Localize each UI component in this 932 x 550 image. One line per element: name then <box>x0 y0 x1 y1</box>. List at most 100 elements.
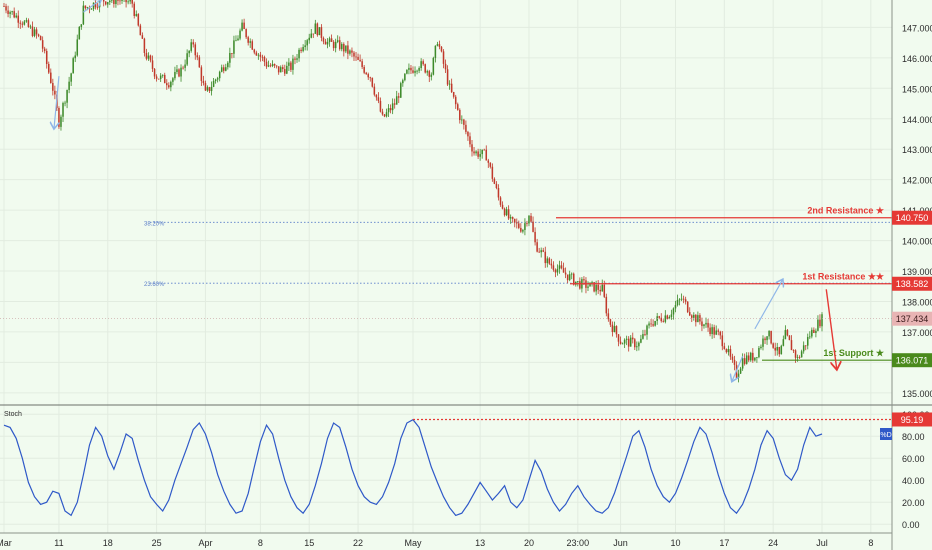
candle <box>554 269 557 273</box>
time-axis[interactable]: Mar 11 18 25 Apr 8 15 22 May 13 20 23:00 Jun 10 17 24 Ju… <box>0 538 873 548</box>
candle <box>111 0 113 1</box>
candle <box>133 3 136 16</box>
candle <box>237 38 239 41</box>
candle <box>349 50 351 54</box>
candle <box>631 337 634 340</box>
candle <box>127 1 129 3</box>
candle <box>212 81 215 87</box>
stoch-tick-label: 0.00 <box>902 520 920 530</box>
candle <box>469 136 471 145</box>
candle <box>690 315 693 318</box>
candle <box>245 29 247 38</box>
candle <box>754 357 756 361</box>
stoch-reference-text: 95.19 <box>901 415 924 425</box>
current-price-text: 137.434 <box>896 314 929 324</box>
candle <box>328 38 331 42</box>
candle <box>320 27 323 38</box>
candle <box>621 343 624 345</box>
candle <box>363 66 365 73</box>
candles <box>3 0 823 383</box>
candle <box>467 131 469 137</box>
candle <box>267 65 270 67</box>
candle <box>45 50 48 64</box>
candle <box>446 69 449 85</box>
candle <box>731 356 734 360</box>
candle <box>369 77 372 79</box>
candle <box>400 83 402 98</box>
candle <box>141 35 144 39</box>
candle <box>672 308 675 315</box>
candle <box>572 273 575 285</box>
candle <box>491 166 494 179</box>
candle <box>304 45 306 47</box>
candle <box>129 0 131 2</box>
candle <box>395 96 398 105</box>
candle <box>318 27 321 36</box>
candle <box>168 85 170 88</box>
candle <box>546 258 549 264</box>
candle <box>243 22 245 30</box>
candle <box>493 178 496 184</box>
candle <box>338 40 341 50</box>
candle <box>220 67 223 72</box>
candle <box>532 221 534 232</box>
candle <box>666 315 669 319</box>
stochastic-pane: Stoch <box>3 411 892 517</box>
candle <box>422 61 424 65</box>
level-price-badge <box>892 210 932 225</box>
candle <box>135 14 138 16</box>
candle <box>676 299 679 306</box>
candle <box>678 299 681 301</box>
candle <box>367 74 370 78</box>
candle <box>64 102 66 104</box>
candle <box>483 149 485 151</box>
time-tick-label: 18 <box>103 538 113 548</box>
price-tick-label: 146.000 <box>902 54 932 64</box>
candle <box>15 15 17 18</box>
candle <box>182 67 184 69</box>
candle <box>499 197 502 205</box>
candle <box>454 96 457 105</box>
stoch-last-text: %D <box>880 432 891 439</box>
stoch-tick-label: 80.00 <box>902 432 925 442</box>
candle <box>758 347 760 358</box>
time-tick-label: Mar <box>0 538 12 548</box>
candle <box>674 305 677 309</box>
level-price-text: 140.750 <box>896 213 929 223</box>
candle <box>524 223 526 230</box>
candle <box>218 71 221 79</box>
candle <box>534 231 536 243</box>
candle <box>19 22 22 24</box>
candle <box>819 319 821 327</box>
candle <box>741 358 744 369</box>
candle <box>796 357 799 358</box>
candle <box>25 20 28 22</box>
candle <box>505 209 508 216</box>
candle <box>737 373 740 378</box>
candle <box>255 52 258 56</box>
time-tick-label: 10 <box>670 538 680 548</box>
candle <box>625 338 628 340</box>
candle <box>627 338 630 347</box>
candle <box>794 350 797 358</box>
candle <box>418 67 420 71</box>
fibonacci-levels: 38.20% 23.60% <box>144 221 892 288</box>
candle <box>654 320 656 326</box>
candle <box>172 78 174 82</box>
candle <box>9 12 11 14</box>
candle <box>170 81 172 88</box>
candle <box>186 53 188 65</box>
candle <box>54 90 56 95</box>
candle <box>778 347 781 355</box>
candle <box>733 359 736 365</box>
candle <box>210 86 213 92</box>
candle <box>509 217 512 219</box>
candle <box>430 74 433 77</box>
candle <box>609 319 612 325</box>
candle <box>227 62 229 68</box>
candle <box>27 20 30 27</box>
candle <box>312 33 315 35</box>
level-label: 1st Resistance ★★ <box>802 272 885 282</box>
candle <box>634 339 636 348</box>
